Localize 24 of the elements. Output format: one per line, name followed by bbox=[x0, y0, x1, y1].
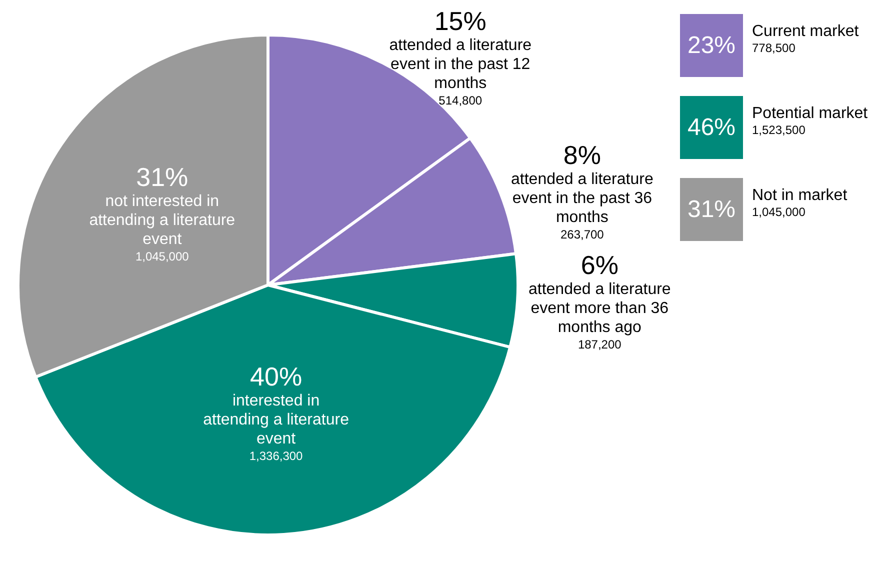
slice-label: not interested in attending a literature event bbox=[89, 193, 236, 248]
slice-label: attended a literature event more than 36 months ago bbox=[528, 281, 671, 336]
slice-label: attended a literature event in the past 12 months bbox=[389, 36, 532, 92]
slice-label: interested in attending a literature event bbox=[203, 392, 350, 448]
data-label: 31% bbox=[136, 162, 188, 192]
text: 514,800 bbox=[438, 93, 482, 108]
text: 46% bbox=[687, 114, 736, 140]
category-label: Not in market bbox=[752, 186, 848, 204]
text: 1,045,000 bbox=[752, 204, 806, 218]
data-label: 6% bbox=[580, 250, 618, 280]
text: 778,500 bbox=[752, 40, 796, 54]
text: 1,336,300 bbox=[249, 449, 304, 464]
data-label: 15% bbox=[434, 6, 486, 36]
data-label: 8% bbox=[563, 140, 601, 170]
text: 263,700 bbox=[560, 227, 604, 242]
text: 187,200 bbox=[578, 338, 622, 352]
text: 23% bbox=[687, 32, 736, 58]
text: 1,045,000 bbox=[135, 250, 190, 264]
slice-label: attended a literature event in the past 36 months bbox=[511, 170, 654, 226]
text: 31% bbox=[687, 196, 736, 222]
text: 1,523,500 bbox=[752, 122, 806, 136]
category-label: Potential market bbox=[752, 104, 868, 122]
data-label: 40% bbox=[250, 362, 302, 392]
category-label: Current market bbox=[752, 22, 859, 40]
